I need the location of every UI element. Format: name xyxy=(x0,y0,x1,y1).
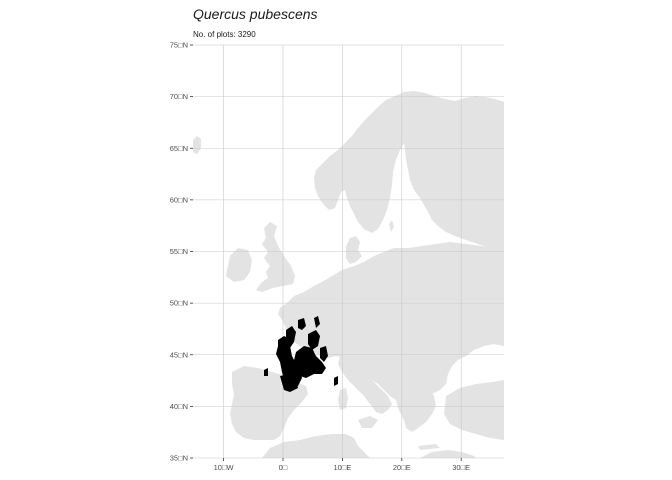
latitude-tick-label: 60□N xyxy=(170,195,188,204)
latitude-axis: 35□N 40□N 45□N 50□N 55□N 60□N 65□N 70□N 75□N xyxy=(170,41,193,463)
italy-landmass xyxy=(338,356,392,414)
plot-cluster-mediterranean xyxy=(280,374,298,392)
latitude-tick-label: 65□N xyxy=(170,144,188,153)
graticule xyxy=(193,44,504,459)
longitude-tick-label: 10□W xyxy=(214,463,235,472)
plot-cluster-loire xyxy=(298,318,306,330)
denmark-landmass xyxy=(346,236,362,264)
occurrence-plots xyxy=(264,316,338,392)
longitude-tick-label: 10□E xyxy=(333,463,351,472)
latitude-tick-label: 75□N xyxy=(170,41,188,50)
land-layer xyxy=(193,91,504,458)
latitude-tick-label: 40□N xyxy=(170,402,188,411)
continental-europe-landmass xyxy=(278,242,504,430)
longitude-axis: 10□W 0□ 10□E 20□E 30□E xyxy=(214,458,470,472)
latitude-tick-label: 50□N xyxy=(170,299,188,308)
sicily-landmass xyxy=(358,416,378,428)
gotland-landmass xyxy=(389,220,394,232)
ireland-landmass xyxy=(226,248,252,282)
map-title: Quercus pubescens xyxy=(193,6,318,22)
plot-cluster-pyrenees xyxy=(264,368,268,376)
longitude-tick-label: 20□E xyxy=(393,463,411,472)
libya-coast-landmass xyxy=(420,450,476,458)
latitude-tick-label: 70□N xyxy=(170,92,188,101)
iceland-landmass xyxy=(193,136,201,154)
scandinavia-landmass xyxy=(314,91,504,250)
longitude-tick-label: 0□ xyxy=(279,463,288,472)
latitude-tick-label: 55□N xyxy=(170,247,188,256)
map-subtitle: No. of plots: 3290 xyxy=(193,30,256,39)
plot-cluster-west-france xyxy=(276,336,302,390)
crete-landmass xyxy=(418,444,440,450)
north-africa-landmass xyxy=(262,434,370,458)
latitude-tick-label: 35□N xyxy=(170,454,188,463)
plot-cluster-alps xyxy=(308,330,320,350)
longitude-tick-label: 30□E xyxy=(452,463,470,472)
sardinia-landmass xyxy=(338,388,348,410)
great-britain-landmass xyxy=(256,222,295,292)
anatolia-landmass xyxy=(444,380,504,440)
plot-cluster-north-italy xyxy=(320,346,328,362)
plot-cluster-jura xyxy=(314,316,320,328)
plot-cluster-central-france xyxy=(286,326,296,348)
latitude-tick-label: 45□N xyxy=(170,350,188,359)
plot-cluster-corsica xyxy=(334,376,338,386)
plot-cluster-southeast-france xyxy=(294,346,326,378)
